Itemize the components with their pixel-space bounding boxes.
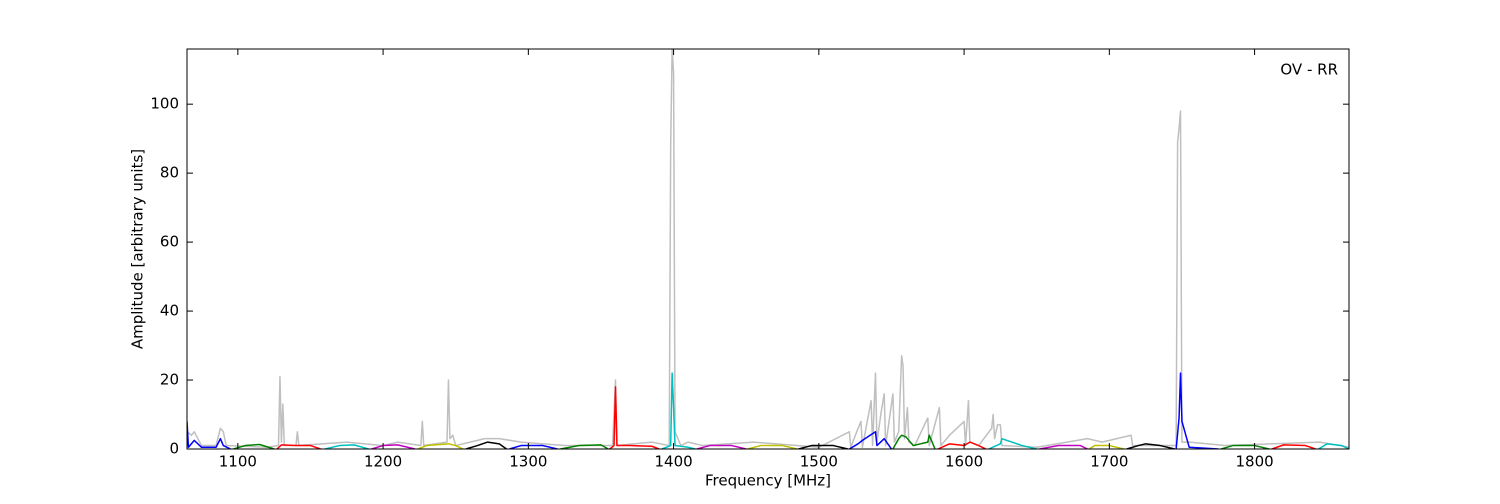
y-tick-label: 40 <box>160 302 179 320</box>
spectrum-line <box>1175 372 1219 449</box>
x-tick-label: 1400 <box>654 453 692 471</box>
spectrum-line <box>848 431 893 449</box>
annotation: OV - RR <box>1280 61 1338 79</box>
y-tick-label: 0 <box>169 440 179 458</box>
y-tick-label: 80 <box>160 164 179 182</box>
spectrum-line <box>233 443 275 449</box>
y-axis-label: Amplitude [arbitrary units] <box>129 149 147 349</box>
x-tick-label: 1100 <box>219 453 257 471</box>
x-tick-label: 1500 <box>800 453 838 471</box>
y-tick-label: 100 <box>150 95 179 113</box>
spectrum-line <box>560 444 609 449</box>
y-tick-label: 20 <box>160 371 179 389</box>
spectrum-line <box>324 444 369 449</box>
spectrum-line <box>465 441 507 449</box>
spectrum-line <box>1271 444 1316 449</box>
x-axis-label: Frequency [MHz] <box>705 472 831 490</box>
spectrum-line <box>276 444 321 449</box>
spectrum-line <box>747 444 798 449</box>
spectrum-line <box>187 49 1349 449</box>
x-tick-label: 1200 <box>364 453 402 471</box>
spectrum-line <box>1126 443 1175 449</box>
x-tick-label: 1800 <box>1235 453 1273 471</box>
plot-area <box>187 49 1349 449</box>
spectrum-line <box>371 444 416 449</box>
x-tick-label: 1300 <box>509 453 547 471</box>
spectrum-line <box>1220 444 1270 449</box>
spectrum-line <box>187 421 231 449</box>
plot-frame <box>186 48 1350 450</box>
spectrum-line <box>1039 444 1088 449</box>
spectrum-line <box>988 437 1037 449</box>
x-tick-label: 1700 <box>1090 453 1128 471</box>
x-tick-label: 1600 <box>945 453 983 471</box>
spectrum-line <box>937 441 987 449</box>
spectrum-line <box>892 434 936 449</box>
spectrum-line <box>1088 444 1125 449</box>
spectrum-line <box>509 444 558 449</box>
spectrum-line <box>661 372 696 449</box>
y-tick-label: 60 <box>160 233 179 251</box>
spectrum-line <box>798 444 849 449</box>
spectrum-line <box>1318 443 1349 449</box>
spectrum-line <box>417 443 464 449</box>
spectrum-line <box>696 444 747 449</box>
spectrum-line <box>609 386 660 449</box>
